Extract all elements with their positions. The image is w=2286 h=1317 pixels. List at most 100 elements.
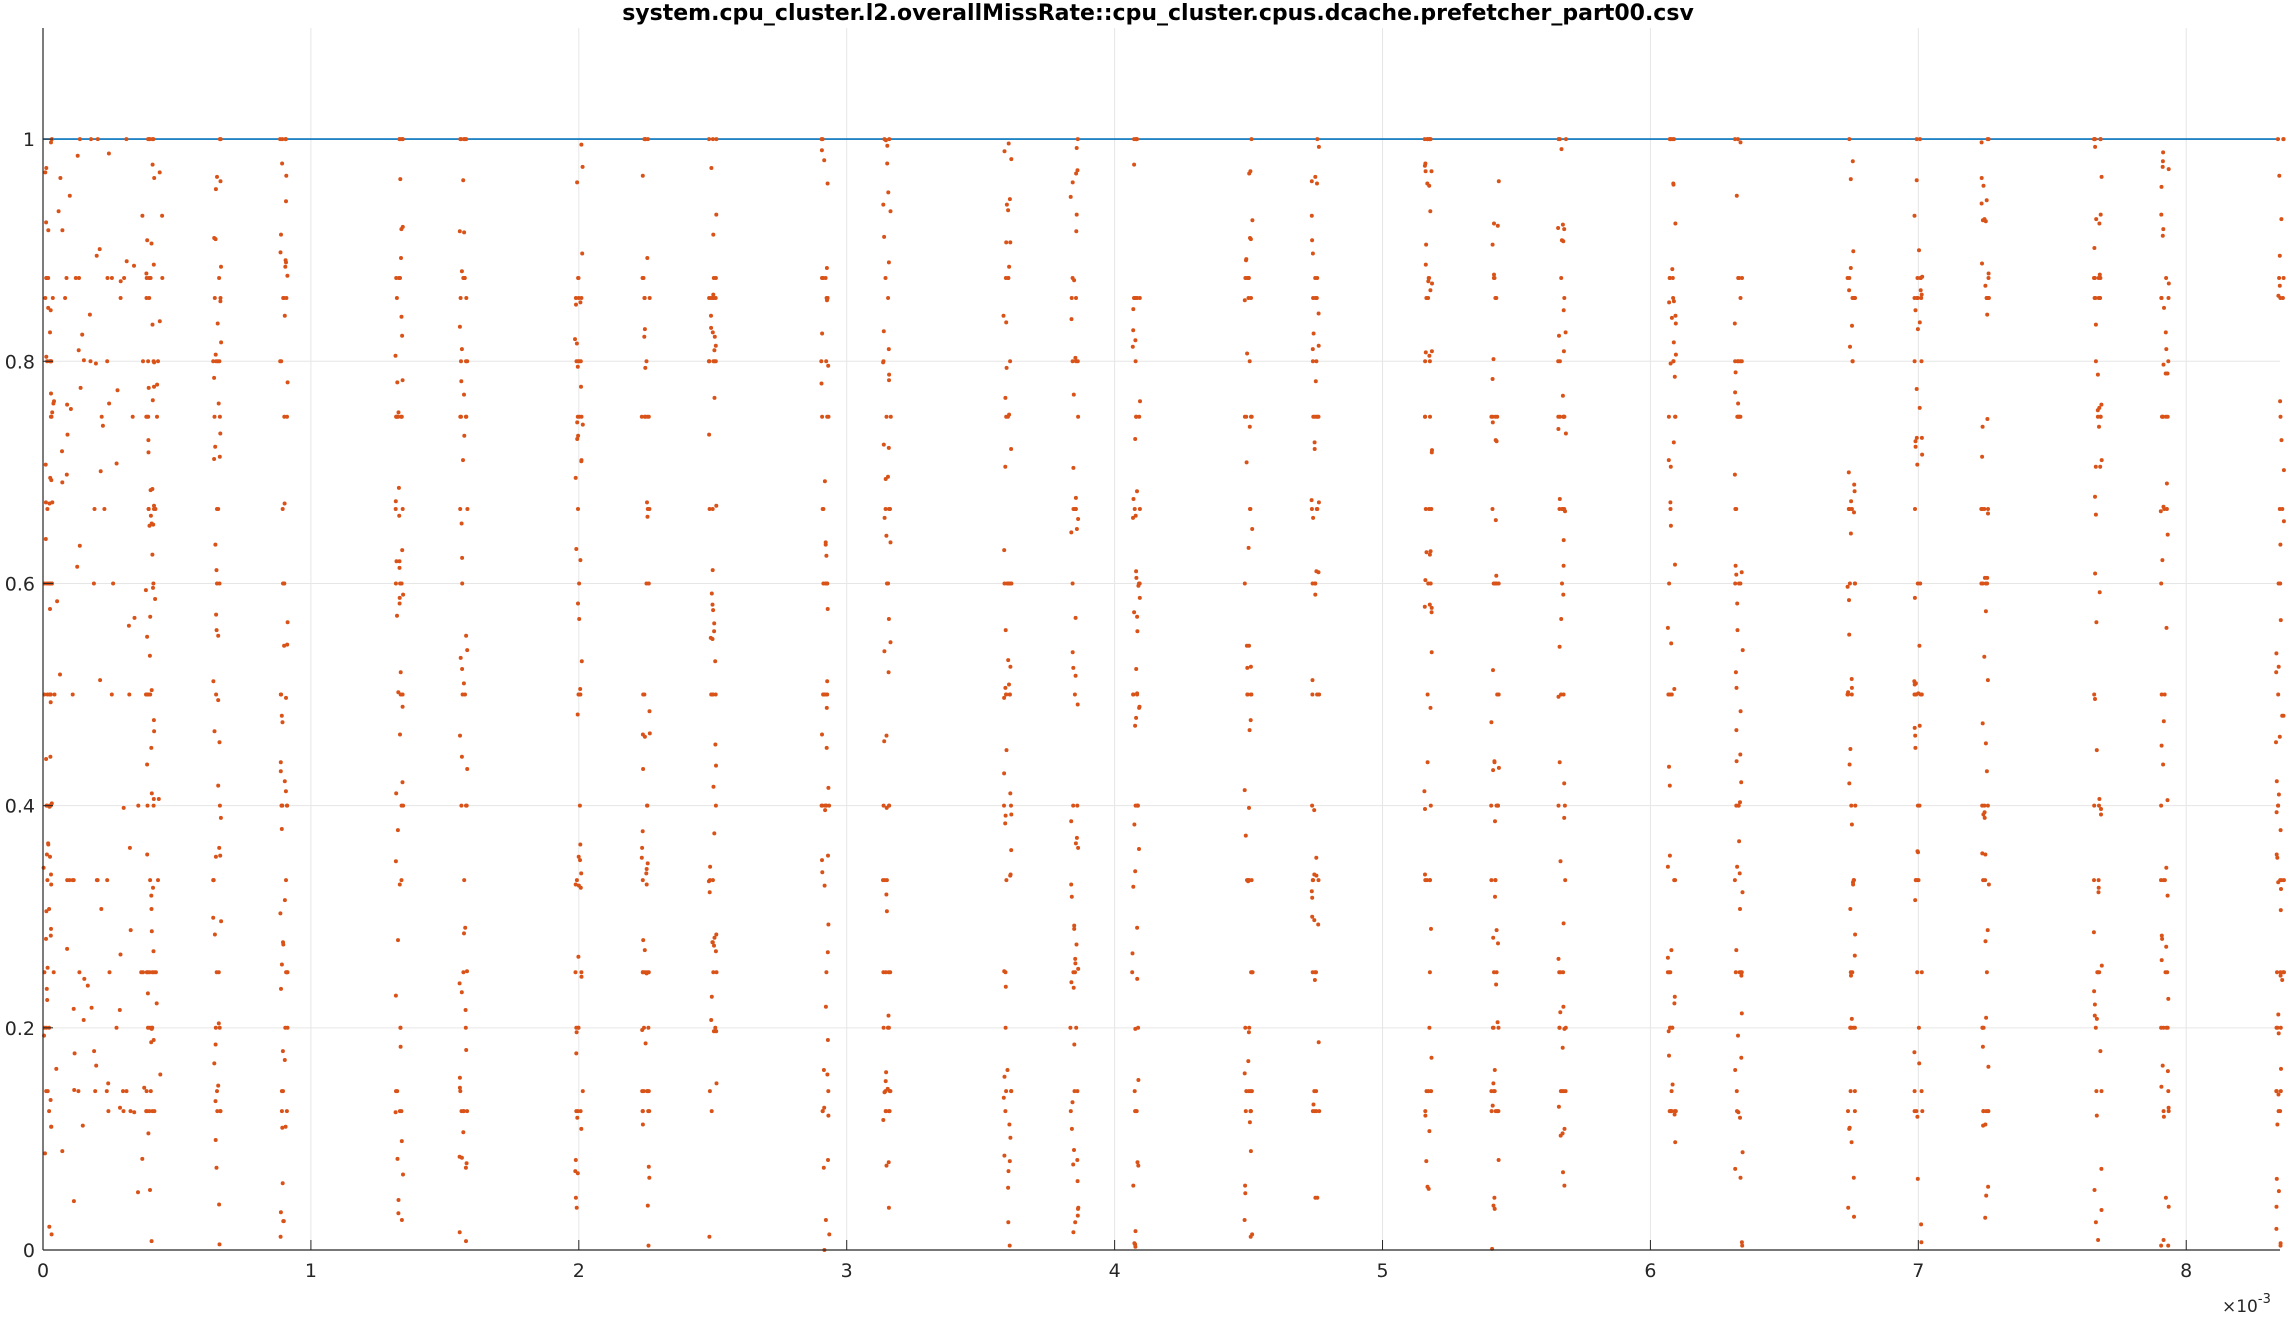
data-point [575, 414, 580, 419]
data-point [1732, 878, 1737, 883]
data-point [1004, 878, 1009, 883]
data-point [1311, 515, 1316, 520]
data-point [155, 414, 159, 419]
data-point [1073, 956, 1078, 961]
data-point [824, 705, 829, 710]
data-point [283, 137, 288, 142]
data-point [2093, 464, 2098, 469]
data-point [709, 1109, 714, 1114]
x-tick-label: 4 [1109, 1260, 1121, 1282]
data-point [1316, 311, 1321, 316]
data-point [824, 803, 829, 808]
data-point [1561, 1089, 1566, 1094]
data-point [1919, 1089, 1924, 1094]
data-point [714, 503, 719, 508]
data-point [576, 433, 581, 438]
data-point [822, 479, 827, 484]
data-point [578, 692, 583, 697]
data-point [1919, 1240, 1924, 1245]
data-point [1916, 850, 1920, 855]
data-point [1138, 399, 1142, 404]
data-point [1134, 667, 1139, 671]
data-point [711, 970, 716, 975]
data-point [44, 220, 49, 225]
data-point [465, 767, 470, 771]
data-point [463, 925, 468, 930]
data-point [882, 234, 887, 239]
data-point [2278, 542, 2283, 547]
data-point [1913, 444, 1918, 449]
data-point [278, 760, 283, 765]
data-point [465, 648, 470, 653]
data-point [395, 828, 400, 833]
data-point [1673, 352, 1678, 357]
data-point [1423, 1109, 1428, 1114]
data-point [2094, 1089, 2099, 1094]
data-point [1136, 1025, 1141, 1030]
data-point [2165, 371, 2170, 376]
data-point [708, 864, 713, 869]
data-point [1492, 1195, 1497, 1200]
data-point [1003, 628, 1008, 633]
data-point [151, 949, 156, 954]
data-point [1557, 507, 1562, 511]
data-point [1666, 692, 1671, 697]
data-point [709, 313, 713, 318]
data-point [826, 922, 831, 927]
data-point [1073, 507, 1078, 511]
data-point [152, 1109, 157, 1114]
data-point [1247, 805, 1251, 810]
data-point [212, 414, 217, 419]
data-point [1846, 1109, 1850, 1114]
data-point [573, 296, 578, 300]
data-point [2163, 970, 2168, 975]
data-point [707, 507, 712, 511]
data-point [1671, 440, 1676, 445]
data-point [711, 608, 716, 613]
data-point [156, 359, 160, 364]
data-point [48, 330, 52, 335]
data-point [100, 423, 105, 428]
data-point [1074, 146, 1079, 150]
data-point [1564, 137, 1568, 142]
data-point [1920, 452, 1925, 457]
data-point [2097, 221, 2102, 226]
data-point [1492, 970, 1496, 975]
data-point [888, 209, 893, 214]
data-point [1918, 692, 1923, 697]
data-point [1425, 181, 1430, 186]
data-point [2093, 1025, 2098, 1030]
data-point [1131, 307, 1136, 312]
data-point [1848, 344, 1852, 349]
data-point [1135, 629, 1140, 634]
data-point [45, 965, 50, 970]
data-point [1134, 569, 1139, 574]
data-point [886, 190, 891, 195]
data-point [645, 970, 650, 975]
data-point [150, 552, 155, 557]
data-point [1428, 581, 1433, 586]
data-point [1738, 581, 1743, 586]
data-point [2160, 936, 2165, 941]
data-point [75, 564, 80, 569]
data-point [1002, 149, 1007, 154]
data-point [573, 882, 578, 887]
data-point [1849, 677, 1854, 681]
data-point [2096, 1238, 2101, 1242]
data-point [60, 480, 65, 485]
data-point [1491, 357, 1496, 362]
data-point [279, 962, 284, 967]
data-point [1425, 692, 1430, 697]
data-point [642, 948, 647, 953]
data-point [126, 623, 131, 628]
data-point [639, 414, 644, 419]
data-point [1735, 1109, 1739, 1114]
data-point [579, 659, 584, 664]
x-tick-label: 1 [305, 1260, 317, 1282]
data-point [2281, 713, 2286, 718]
data-point [2092, 989, 2097, 994]
data-point [105, 359, 110, 364]
data-point [1669, 315, 1674, 320]
data-point [824, 359, 829, 364]
data-point [1313, 592, 1318, 597]
